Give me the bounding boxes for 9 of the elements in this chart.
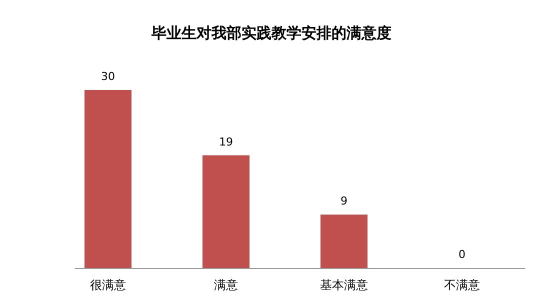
- data-label: 0: [458, 248, 466, 261]
- x-tick-label: 基本满意: [320, 278, 368, 292]
- x-tick-label: 满意: [214, 278, 238, 292]
- data-label: 9: [340, 194, 348, 208]
- data-label: 30: [101, 70, 115, 83]
- x-tick-label: 不满意: [444, 278, 480, 292]
- x-tick-label: 很满意: [90, 278, 126, 292]
- data-label: 19: [219, 135, 233, 148]
- chart-title: 毕业生对我部实践教学安排的满意度: [150, 24, 392, 42]
